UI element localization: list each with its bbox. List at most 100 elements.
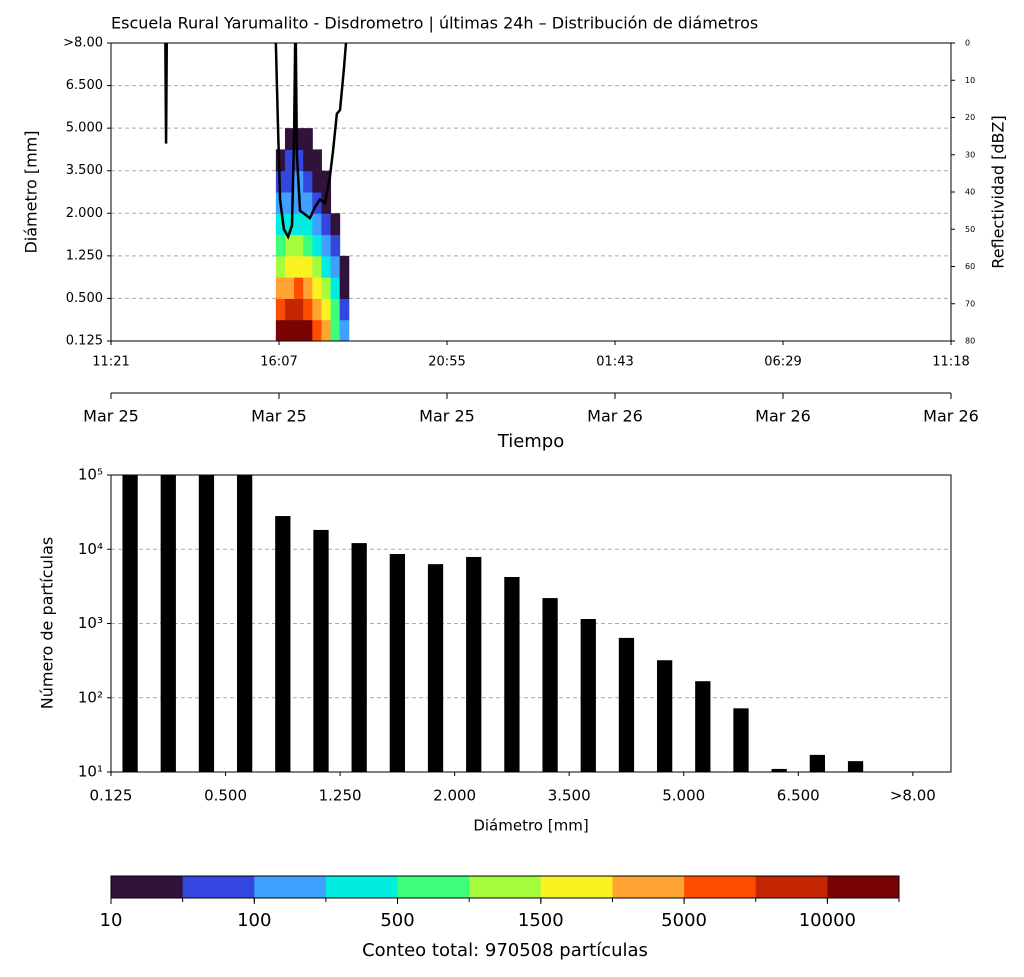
date-tick-label: Mar 25: [251, 407, 307, 426]
colorbar-tick-label: 1500: [518, 910, 564, 931]
heatmap-cell: [312, 234, 322, 257]
bar: [427, 564, 444, 772]
heatmap-cell: [330, 277, 341, 299]
heatmap-cell: [321, 234, 332, 257]
heatmap-cell: [330, 234, 341, 257]
heatmap-cell: [330, 255, 341, 278]
y-axis-label: Diámetro [mm]: [22, 130, 41, 253]
date-tick-label: Mar 26: [587, 407, 643, 426]
bar: [695, 681, 711, 772]
heatmap-cell: [330, 213, 341, 236]
bar: [313, 529, 329, 772]
heatmap-cell: [275, 234, 286, 257]
heatmap-cell: [284, 192, 295, 214]
y-tick-label: 0.125: [66, 334, 103, 349]
heatmap-cell: [303, 298, 313, 321]
colorbar-swatch: [684, 876, 757, 898]
bar: [122, 475, 138, 772]
colorbar-tick-label: 5000: [661, 910, 707, 931]
y-tick-label: 3.500: [66, 163, 103, 178]
heatmap-cell: [275, 149, 286, 172]
heatmap-cell: [303, 319, 313, 342]
heatmap-cell: [284, 298, 295, 321]
heatmap-cell: [330, 298, 341, 321]
bar: [809, 754, 825, 772]
chart-title: Escuela Rural Yarumalito - Disdrometro |…: [111, 14, 758, 33]
bar: [351, 543, 367, 772]
heatmap-cell: [275, 277, 286, 299]
y-tick-label: 1.250: [66, 248, 103, 263]
heatmap-cell: [303, 213, 313, 236]
colorbar-label: Conteo total: 970508 partículas: [362, 940, 648, 961]
colorbar-swatch: [469, 876, 542, 898]
date-tick-label: Mar 25: [419, 407, 475, 426]
heatmap-cell: [284, 277, 295, 299]
x-tick-label: 6.500: [777, 787, 820, 805]
date-tick-label: Mar 26: [755, 407, 811, 426]
heatmap-cell: [321, 319, 332, 342]
heatmap-cell: [312, 213, 322, 236]
plot-frame: [110, 474, 952, 773]
bar: [504, 576, 520, 772]
heatmap-cell: [294, 213, 304, 236]
y-tick-label: 10²: [78, 688, 103, 706]
heatmap-cell: [294, 234, 304, 257]
heatmap-cell: [312, 149, 322, 172]
date-tick-label: Mar 26: [923, 407, 979, 426]
colorbar-swatch: [111, 876, 184, 898]
colorbar-tick-label: 10000: [799, 910, 856, 931]
y-tick-label: 10³: [78, 614, 103, 632]
heatmap-cell: [321, 170, 332, 193]
y2-tick-label: 10: [965, 76, 975, 85]
heatmap-cell: [284, 234, 295, 257]
y2-axis-label: Reflectividad [dBZ]: [989, 115, 1008, 268]
heatmap-cell: [275, 255, 286, 278]
bar: [275, 516, 291, 772]
bar: [237, 475, 253, 772]
heatmap-cell: [312, 170, 322, 193]
bar: [847, 761, 864, 772]
y2-tick-label: 70: [965, 299, 975, 308]
heatmap-cell: [321, 277, 332, 299]
heatmap-cell: [303, 149, 313, 172]
bar: [542, 598, 558, 772]
heatmap-cell: [284, 255, 295, 278]
bar: [657, 660, 673, 772]
colorbar-tick-label: 500: [380, 910, 414, 931]
y2-tick-label: 40: [965, 188, 975, 197]
x-tick-label: 16:07: [260, 355, 297, 370]
heatmap-cell: [312, 255, 322, 278]
x-tick-label: 3.500: [548, 787, 591, 805]
heatmap-cell: [339, 319, 350, 342]
bar: [771, 768, 787, 772]
heatmap-cell: [275, 213, 286, 236]
x-tick-label: 20:55: [428, 355, 465, 370]
colorbar-swatch: [612, 876, 685, 898]
heatmap-cell: [312, 277, 322, 299]
heatmap-cell: [312, 319, 322, 342]
colorbar-swatch: [397, 876, 470, 898]
x-axis-label: Diámetro [mm]: [473, 817, 588, 835]
colorbar-swatch: [755, 876, 828, 898]
heatmap-cell: [321, 213, 332, 236]
bar: [618, 637, 635, 772]
x-tick-label: 11:18: [932, 355, 969, 370]
reflectivity-line: [164, 43, 348, 240]
heatmap-cell: [294, 149, 304, 172]
heatmap-cell: [275, 319, 286, 342]
heatmap-cell: [294, 298, 304, 321]
y-tick-label: 5.000: [66, 121, 103, 136]
date-tick-label: Mar 25: [83, 407, 139, 426]
bar: [389, 554, 405, 772]
y2-tick-label: 50: [965, 225, 975, 234]
bar: [733, 708, 749, 772]
bar: [198, 475, 215, 772]
x-tick-label: 06:29: [764, 355, 801, 370]
heatmap-cell: [303, 192, 313, 214]
y-axis-label: Número de partículas: [38, 537, 57, 710]
colorbar-swatch: [254, 876, 327, 898]
x-tick-label: 5.000: [662, 787, 705, 805]
y-tick-label: 0.500: [66, 291, 103, 306]
heatmap-cell: [284, 213, 295, 236]
